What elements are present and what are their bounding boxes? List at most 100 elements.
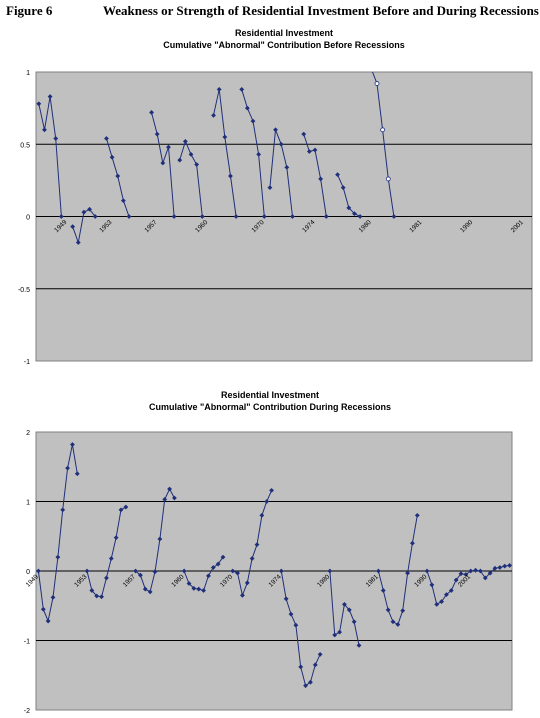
data-point bbox=[478, 568, 483, 574]
data-point bbox=[220, 554, 226, 560]
data-point bbox=[482, 575, 488, 581]
data-point bbox=[293, 622, 299, 628]
data-point bbox=[104, 136, 109, 141]
data-point bbox=[453, 577, 459, 583]
data-point bbox=[288, 611, 294, 617]
data-point bbox=[312, 147, 318, 153]
data-point bbox=[142, 586, 148, 592]
data-point bbox=[356, 642, 362, 648]
data-point bbox=[186, 581, 192, 586]
data-point bbox=[138, 572, 143, 578]
data-point bbox=[254, 542, 260, 547]
chart-title: Residential Investment bbox=[221, 390, 319, 400]
data-point bbox=[369, 67, 374, 72]
data-point bbox=[448, 588, 454, 593]
data-point bbox=[256, 151, 262, 157]
data-point bbox=[126, 214, 132, 219]
data-point bbox=[487, 570, 493, 576]
data-point bbox=[502, 563, 508, 569]
data-point bbox=[342, 601, 347, 607]
data-point bbox=[50, 595, 56, 600]
data-point bbox=[395, 622, 401, 627]
data-point bbox=[108, 556, 114, 561]
chart-subtitle: Cumulative "Abnormal" Contribution Durin… bbox=[149, 402, 391, 412]
data-point bbox=[104, 575, 109, 581]
data-point bbox=[199, 214, 205, 219]
data-point bbox=[290, 214, 295, 219]
y-tick-label: -1 bbox=[24, 639, 30, 646]
y-tick-label: -0.5 bbox=[18, 287, 30, 294]
data-point bbox=[166, 144, 171, 150]
data-point bbox=[147, 589, 153, 595]
data-point bbox=[233, 214, 239, 219]
data-point bbox=[42, 127, 47, 133]
data-point bbox=[70, 442, 75, 447]
data-point bbox=[65, 465, 70, 471]
data-point bbox=[318, 176, 324, 182]
data-point bbox=[244, 105, 250, 111]
data-point bbox=[230, 568, 236, 574]
data-point bbox=[357, 214, 363, 219]
data-point bbox=[429, 582, 435, 588]
data-point bbox=[167, 486, 172, 492]
data-point bbox=[434, 601, 440, 607]
data-point bbox=[210, 565, 216, 570]
data-point bbox=[191, 585, 197, 591]
data-point bbox=[301, 131, 307, 137]
data-point bbox=[250, 118, 256, 124]
data-point bbox=[89, 588, 95, 593]
data-point bbox=[60, 507, 66, 513]
chart-subtitle: Cumulative "Abnormal" Contribution Befor… bbox=[163, 40, 405, 50]
data-point bbox=[115, 173, 121, 179]
data-point bbox=[264, 499, 270, 504]
data-point bbox=[113, 535, 119, 541]
data-point bbox=[267, 185, 273, 190]
y-tick-label: 0 bbox=[26, 569, 30, 576]
data-point bbox=[308, 679, 313, 685]
data-point bbox=[157, 536, 163, 542]
data-point bbox=[55, 554, 61, 560]
data-point bbox=[149, 110, 154, 115]
data-point bbox=[206, 573, 211, 579]
data-point bbox=[439, 599, 444, 604]
data-point bbox=[188, 151, 194, 157]
data-point bbox=[278, 568, 284, 574]
data-point bbox=[181, 568, 187, 574]
data-point bbox=[374, 81, 380, 86]
data-point bbox=[332, 632, 338, 638]
data-point bbox=[162, 497, 168, 502]
data-point bbox=[492, 565, 498, 571]
data-point bbox=[351, 619, 357, 625]
data-point bbox=[92, 214, 98, 219]
data-point bbox=[58, 214, 64, 219]
data-point bbox=[81, 209, 87, 215]
data-point bbox=[87, 206, 92, 212]
data-point bbox=[380, 127, 386, 133]
figure-number: Figure 6 bbox=[6, 3, 53, 18]
data-point bbox=[152, 569, 158, 575]
data-point bbox=[177, 157, 183, 163]
y-tick-label: 2 bbox=[26, 430, 30, 437]
data-point bbox=[385, 176, 391, 182]
chart-during-recessions: Residential Investment Cumulative "Abnor… bbox=[24, 390, 513, 715]
data-point bbox=[337, 629, 342, 635]
data-point bbox=[340, 185, 346, 190]
y-tick-label: 1 bbox=[26, 500, 30, 507]
data-point bbox=[463, 572, 469, 577]
data-point bbox=[284, 164, 290, 170]
y-tick-label: -2 bbox=[24, 708, 30, 715]
figure-title: Weakness or Strength of Residential Inve… bbox=[103, 3, 539, 18]
data-point bbox=[216, 86, 222, 92]
data-point bbox=[239, 86, 245, 92]
data-point bbox=[303, 683, 308, 689]
data-point bbox=[228, 173, 233, 179]
chart-title: Residential Investment bbox=[235, 28, 333, 38]
data-point bbox=[211, 112, 216, 118]
y-tick-label: 0.5 bbox=[20, 142, 30, 149]
data-point bbox=[133, 568, 138, 574]
data-point bbox=[182, 138, 188, 144]
data-point bbox=[414, 513, 420, 518]
data-point bbox=[160, 160, 166, 166]
data-point bbox=[196, 586, 202, 592]
data-point bbox=[171, 214, 177, 219]
